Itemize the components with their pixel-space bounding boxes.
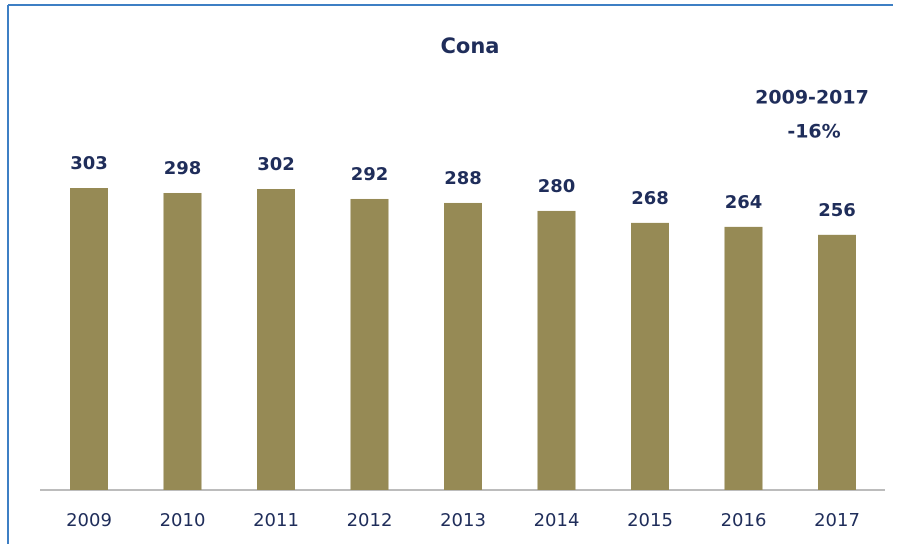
data-label: 298: [164, 158, 202, 179]
bar: [537, 210, 576, 491]
data-label: 303: [70, 153, 108, 174]
bar: [818, 234, 856, 490]
bar: [631, 222, 669, 490]
data-label: 292: [351, 164, 389, 185]
data-label: 268: [631, 188, 669, 209]
bar: [257, 188, 295, 490]
bar: [163, 192, 202, 490]
x-tick-label: 2014: [534, 510, 580, 531]
x-tick-label: 2012: [347, 510, 393, 531]
x-tick-label: 2011: [253, 510, 299, 531]
annotation: -16%: [787, 121, 840, 143]
x-tick-label: 2015: [627, 510, 673, 531]
chart-title: Cona: [441, 34, 500, 58]
x-tick-label: 2009: [66, 510, 112, 531]
annotation: 2009-2017: [755, 87, 869, 109]
bar: [724, 226, 763, 491]
x-tick-label: 2016: [721, 510, 767, 531]
x-tick-label: 2010: [160, 510, 206, 531]
data-label: 256: [818, 200, 856, 221]
data-label: 288: [444, 168, 482, 189]
x-tick-label: 2017: [814, 510, 860, 531]
bar: [70, 188, 108, 490]
x-tick-label: 2013: [440, 510, 486, 531]
bar: [444, 202, 482, 490]
bar: [350, 198, 389, 491]
data-label: 280: [538, 176, 576, 197]
data-label: 264: [725, 192, 763, 213]
data-label: 302: [257, 154, 295, 175]
